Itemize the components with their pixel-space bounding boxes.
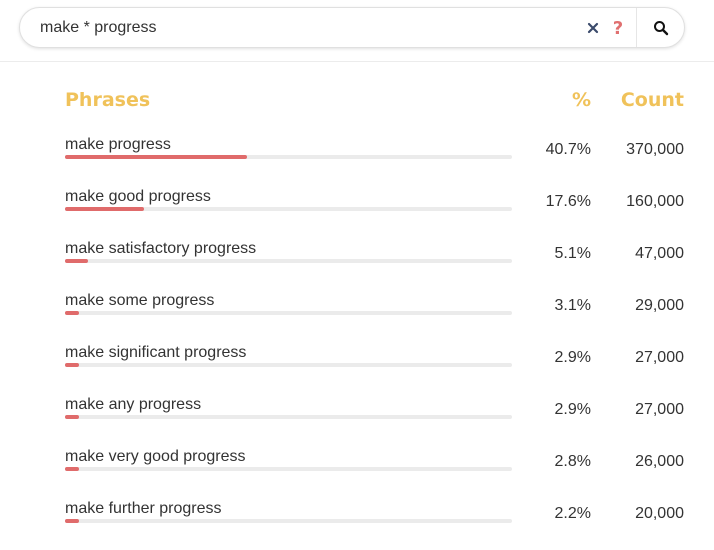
table-row[interactable]: make very good progress 2.8% 26,000 — [0, 448, 714, 500]
table-row[interactable]: make progress 40.7% 370,000 — [0, 136, 714, 188]
table-row[interactable]: make some progress 3.1% 29,000 — [0, 292, 714, 344]
table-row[interactable]: make significant progress 2.9% 27,000 — [0, 344, 714, 396]
frequency-bar-track — [65, 363, 512, 367]
frequency-bar-fill — [65, 311, 79, 315]
phrase-link[interactable]: make any progress — [65, 396, 202, 413]
frequency-bar-track — [65, 519, 512, 523]
table-row[interactable]: make satisfactory progress 5.1% 47,000 — [0, 240, 714, 292]
frequency-bar-fill — [65, 207, 144, 211]
header-divider — [0, 61, 714, 62]
frequency-bar-track — [65, 415, 512, 419]
count-value: 47,000 — [635, 245, 684, 262]
search-bar: ? — [19, 7, 685, 48]
close-icon — [587, 22, 599, 34]
count-value: 20,000 — [635, 505, 684, 522]
count-value: 27,000 — [635, 401, 684, 418]
search-button[interactable] — [637, 8, 684, 47]
percent-value: 2.9% — [554, 349, 591, 366]
frequency-bar-fill — [65, 519, 79, 523]
table-row[interactable]: make good progress 17.6% 160,000 — [0, 188, 714, 240]
percent-value: 5.1% — [554, 245, 591, 262]
count-value: 29,000 — [635, 297, 684, 314]
phrase-link[interactable]: make very good progress — [65, 448, 246, 465]
frequency-bar-fill — [65, 363, 79, 367]
help-icon: ? — [612, 17, 624, 39]
phrase-link[interactable]: make satisfactory progress — [65, 240, 257, 257]
count-value: 27,000 — [635, 349, 684, 366]
table-row[interactable]: make any progress 2.9% 27,000 — [0, 396, 714, 448]
column-header-phrases: Phrases — [65, 89, 151, 111]
phrase-link[interactable]: make progress — [65, 136, 171, 153]
percent-value: 2.8% — [554, 453, 591, 470]
percent-value: 2.9% — [554, 401, 591, 418]
percent-value: 40.7% — [545, 141, 591, 158]
count-value: 160,000 — [626, 193, 684, 210]
count-value: 26,000 — [635, 453, 684, 470]
frequency-bar-track — [65, 259, 512, 263]
percent-value: 17.6% — [545, 193, 591, 210]
column-header-percent: % — [571, 89, 591, 111]
frequency-bar-track — [65, 467, 512, 471]
frequency-bar-track — [65, 155, 512, 159]
table-row[interactable]: make further progress 2.2% 20,000 — [0, 500, 714, 550]
frequency-bar-fill — [65, 415, 79, 419]
clear-button[interactable] — [583, 17, 603, 39]
percent-value: 3.1% — [554, 297, 591, 314]
phrase-link[interactable]: make significant progress — [65, 344, 247, 361]
search-icon — [653, 20, 668, 35]
count-value: 370,000 — [626, 141, 684, 158]
help-button[interactable]: ? — [608, 16, 628, 40]
percent-value: 2.2% — [554, 505, 591, 522]
phrase-link[interactable]: make good progress — [65, 188, 211, 205]
phrase-link[interactable]: make further progress — [65, 500, 222, 517]
frequency-bar-fill — [65, 259, 88, 263]
frequency-bar-track — [65, 311, 512, 315]
frequency-bar-fill — [65, 155, 247, 159]
search-input[interactable] — [40, 17, 580, 39]
search-divider — [636, 8, 637, 47]
phrase-link[interactable]: make some progress — [65, 292, 215, 309]
frequency-bar-track — [65, 207, 512, 211]
frequency-bar-fill — [65, 467, 79, 471]
column-header-count: Count — [620, 89, 684, 111]
